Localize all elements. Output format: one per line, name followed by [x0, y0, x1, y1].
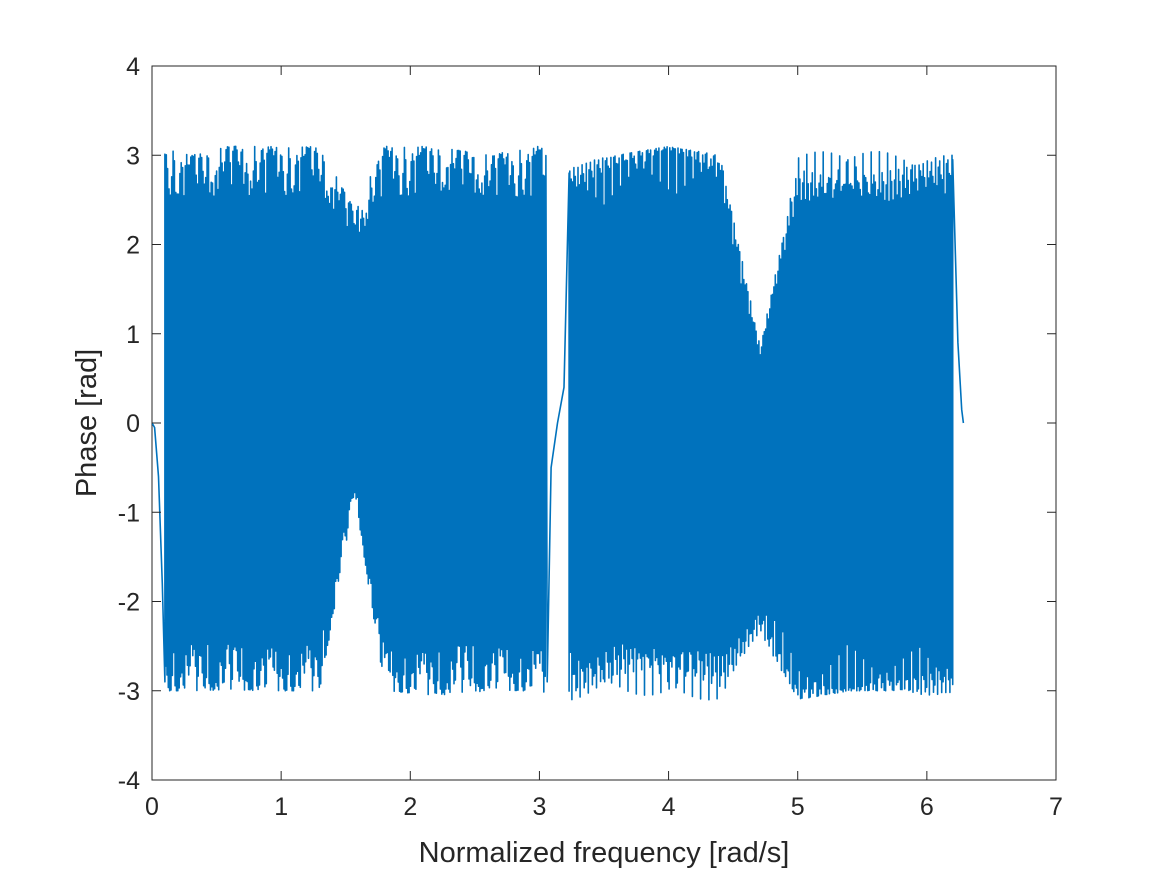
x-tick-label: 5 — [791, 793, 805, 821]
x-tick-label: 3 — [532, 793, 546, 821]
x-tick-label: 7 — [1049, 793, 1063, 821]
y-tick-label: 2 — [126, 232, 140, 260]
plot-area — [151, 65, 1057, 781]
x-tick-label: 1 — [274, 793, 288, 821]
x-axis-label: Normalized frequency [rad/s] — [419, 837, 790, 869]
y-tick-label: 1 — [126, 321, 140, 349]
y-tick-label: 0 — [126, 410, 140, 438]
y-tick-label: 3 — [126, 142, 140, 170]
series-layer — [152, 145, 965, 701]
y-tick-label: -4 — [118, 767, 140, 795]
y-tick-labels: -4 -3 -2 -1 0 1 2 3 4 — [118, 53, 140, 795]
phase-series-line — [152, 145, 965, 701]
y-tick-label: -3 — [118, 678, 140, 706]
y-tick-label: -2 — [118, 589, 140, 617]
y-axis-label: Phase [rad] — [71, 349, 103, 497]
y-tick-label: -1 — [118, 499, 140, 527]
x-tick-label: 6 — [920, 793, 934, 821]
x-tick-label: 4 — [662, 793, 676, 821]
y-tick-label: 4 — [126, 53, 140, 81]
tick-marks — [151, 65, 1057, 781]
x-tick-label: 2 — [403, 793, 417, 821]
x-tick-labels: 0 1 2 3 4 5 6 7 — [145, 793, 1063, 821]
x-tick-label: 0 — [145, 793, 159, 821]
